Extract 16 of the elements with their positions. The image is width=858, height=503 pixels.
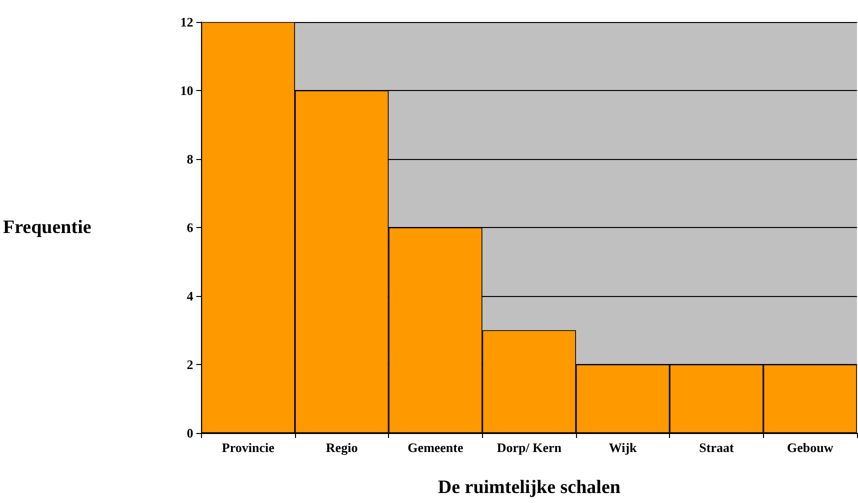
x-tick-label: Provincie [222,440,275,455]
x-axis-title: De ruimtelijke schalen [438,477,621,498]
y-tick-label: 4 [186,288,194,304]
x-tick-label: Wijk [608,440,638,455]
y-axis-title: Frequentie [2,217,92,238]
y-tick-label: 8 [186,152,194,166]
x-tick-label: Gemeente [408,440,464,455]
x-tick-label: Dorp/ Kern [496,440,562,455]
x-tick-label: Straat [699,440,734,455]
y-tick-label: 2 [186,357,194,372]
y-tick-label: 12 [180,14,194,30]
x-tick-label: Gebouw [787,440,834,455]
y-tick-label: 10 [180,83,194,98]
x-tick-label: Regio [326,440,358,455]
y-tick-label: 0 [186,426,194,440]
y-tick-label: 6 [186,220,194,235]
